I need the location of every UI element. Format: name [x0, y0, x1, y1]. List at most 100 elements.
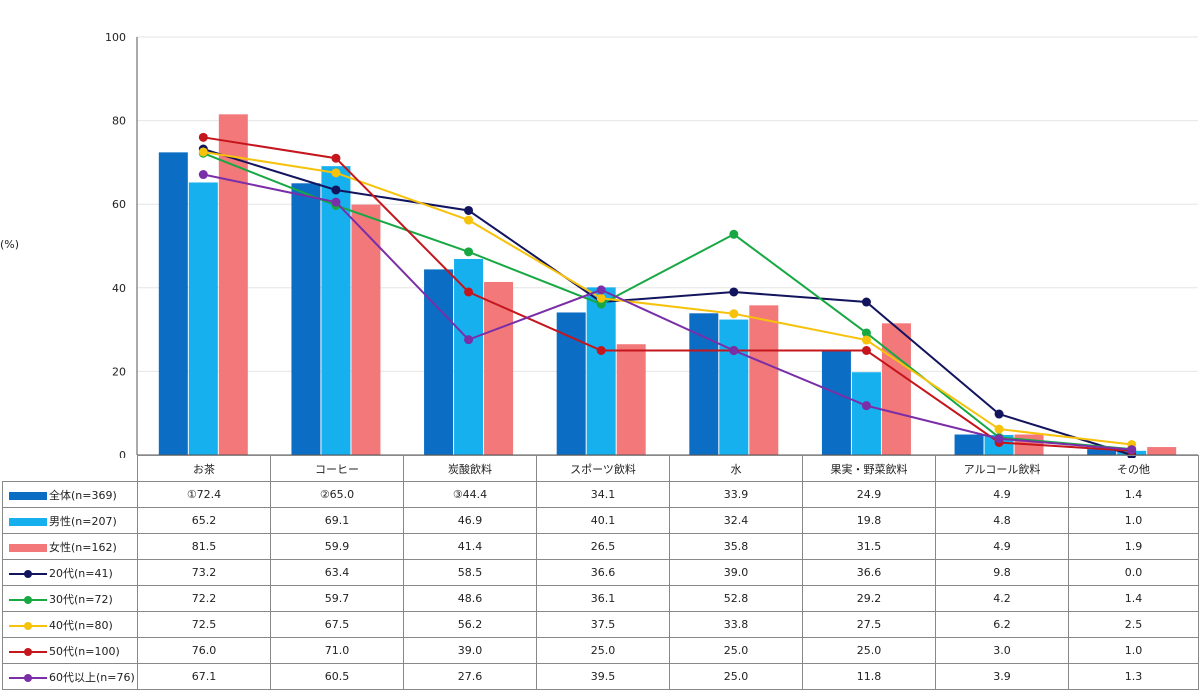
legend-entry: 男性(n=207): [2, 507, 138, 534]
data-value: 27.6: [403, 663, 537, 690]
bar: [218, 114, 248, 455]
line-point: [596, 285, 606, 295]
legend-entry: 30代(n=72): [2, 585, 138, 612]
series-name: 60代以上(n=76): [49, 670, 135, 684]
data-value: 76.0: [137, 637, 271, 664]
category-label: コーヒー: [270, 455, 404, 482]
data-value: 25.0: [669, 637, 803, 664]
series-name: 20代(n=41): [49, 566, 113, 580]
line-point: [994, 434, 1004, 444]
y-tick-label: 80: [112, 115, 126, 128]
legend-line-swatch: [9, 673, 47, 683]
data-value: 31.5: [802, 533, 936, 560]
data-value: 48.6: [403, 585, 537, 612]
data-value: 1.3: [1068, 663, 1199, 690]
legend-entry: 60代以上(n=76): [2, 663, 138, 690]
data-value: 46.9: [403, 507, 537, 534]
data-value: 0.0: [1068, 559, 1199, 586]
data-value: 4.9: [935, 481, 1069, 508]
data-value: 39.0: [403, 637, 537, 664]
bar: [158, 152, 188, 456]
line-point: [861, 297, 871, 307]
line-point: [861, 346, 871, 355]
line-point: [198, 170, 208, 180]
data-value: 36.6: [802, 559, 936, 586]
data-value: 67.1: [137, 663, 271, 690]
bar: [321, 166, 351, 456]
legend-line-swatch: [9, 595, 47, 605]
line-point: [1127, 445, 1137, 455]
y-tick-label: 0: [119, 449, 126, 458]
line-point: [331, 168, 341, 178]
line-point: [596, 293, 606, 303]
bar: [586, 287, 616, 455]
data-value: ③44.4: [403, 481, 537, 508]
line-point: [994, 409, 1004, 419]
legend-entry: 女性(n=162): [2, 533, 138, 560]
legend-entry: 全体(n=369): [2, 481, 138, 508]
bar: [1087, 449, 1117, 455]
bar: [821, 350, 851, 455]
line-point: [729, 309, 739, 319]
line-point: [464, 247, 474, 257]
category-label: スポーツ飲料: [536, 455, 670, 482]
bar: [1147, 447, 1177, 455]
data-value: 2.5: [1068, 611, 1199, 638]
data-value: 72.2: [137, 585, 271, 612]
line-point: [861, 401, 871, 411]
data-value: 36.6: [536, 559, 670, 586]
table-row: 男性(n=207) 65.2 69.1 46.9 40.1 32.4 19.8 4.8 1.0: [2, 507, 1199, 534]
line-point: [464, 335, 474, 345]
table-row: 20代(n=41) 73.2 63.4 58.5 36.6 39.0 36.6 9.8 0.0: [2, 559, 1199, 586]
line-point: [464, 287, 474, 297]
series-name: 40代(n=80): [49, 618, 113, 632]
bar: [616, 344, 646, 455]
line-point: [861, 328, 871, 338]
bar: [881, 323, 911, 455]
legend-entry: 50代(n=100): [2, 637, 138, 664]
data-value: 9.8: [935, 559, 1069, 586]
table-row: 60代以上(n=76) 67.1 60.5 27.6 39.5 25.0 11.8 3.9 1.…: [2, 663, 1199, 690]
bar: [484, 281, 514, 455]
category-label: 炭酸飲料: [403, 455, 537, 482]
bar: [351, 204, 381, 455]
line-point: [331, 153, 341, 163]
line-point: [198, 132, 208, 142]
y-tick-label: 40: [112, 282, 126, 295]
series-name: 50代(n=100): [49, 644, 120, 658]
line-point: [729, 229, 739, 239]
category-label: 水: [669, 455, 803, 482]
table-row: 全体(n=369) ①72.4 ②65.0 ③44.4 34.1 33.9 24.9 4.9 1…: [2, 481, 1199, 508]
data-value: 63.4: [270, 559, 404, 586]
bar: [719, 319, 749, 455]
data-value: 4.2: [935, 585, 1069, 612]
data-value: 4.8: [935, 507, 1069, 534]
line-point: [464, 205, 474, 215]
line-point: [331, 197, 341, 207]
table-row: 女性(n=162) 81.5 59.9 41.4 26.5 35.8 31.5 4.9 1.9: [2, 533, 1199, 560]
bar: [424, 269, 454, 455]
legend-bar-swatch: [9, 491, 47, 501]
bar: [749, 305, 779, 455]
data-value: 27.5: [802, 611, 936, 638]
line-point: [198, 147, 208, 157]
series-name: 全体(n=369): [49, 488, 117, 502]
y-axis-label: (%): [0, 238, 20, 251]
table-corner: [2, 455, 138, 482]
series-name: 男性(n=207): [49, 514, 117, 528]
data-table: お茶 コーヒー 炭酸飲料 スポーツ飲料水果実・野菜飲料 アルコール飲料 その他 全体(n=…: [2, 455, 1199, 690]
series-name: 30代(n=72): [49, 592, 113, 606]
series-line: [203, 173, 1132, 451]
data-value: 72.5: [137, 611, 271, 638]
data-value: 65.2: [137, 507, 271, 534]
data-value: 35.8: [669, 533, 803, 560]
legend-line-swatch: [9, 647, 47, 657]
category-label: お茶: [137, 455, 271, 482]
y-tick-label: 100: [105, 31, 126, 44]
data-value: 1.0: [1068, 637, 1199, 664]
category-label: その他: [1068, 455, 1199, 482]
data-value: 11.8: [802, 663, 936, 690]
y-tick-label: 60: [112, 198, 126, 211]
data-value: 73.2: [137, 559, 271, 586]
data-value: 69.1: [270, 507, 404, 534]
